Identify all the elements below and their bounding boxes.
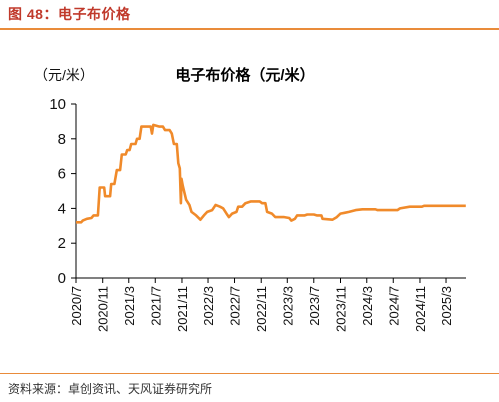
x-tick-label: 2022/11 <box>254 286 269 332</box>
x-tick-label: 2021/7 <box>148 286 163 326</box>
x-tick-label: 2024/11 <box>413 286 428 332</box>
x-tick-label: 2022/7 <box>228 286 243 326</box>
y-ticks: 0 2 4 6 8 10 <box>49 96 76 287</box>
axes <box>75 104 466 279</box>
x-tick-label: 2020/7 <box>69 286 84 326</box>
y-tick-label: 6 <box>58 166 66 183</box>
x-tick-label: 2024/7 <box>386 286 401 326</box>
footer-divider <box>0 373 499 374</box>
x-tick-label: 2022/3 <box>201 286 216 326</box>
y-tick-label: 2 <box>58 235 66 252</box>
source-note: 资料来源：卓创资讯、天风证券研究所 <box>8 382 213 396</box>
y-axis-unit-label: （元/米） <box>34 67 94 83</box>
y-tick-label: 10 <box>49 96 66 113</box>
x-tick-label: 2021/3 <box>122 286 137 326</box>
chart-title: 电子布价格（元/米） <box>175 66 314 84</box>
header-divider <box>0 28 499 30</box>
x-tick-label: 2020/11 <box>96 286 111 332</box>
x-tick-label: 2023/11 <box>333 286 348 332</box>
x-ticks: 2020/7 2020/11 2021/3 2021/7 2021/11 2022/3 20… <box>69 278 454 332</box>
x-tick-label: 2023/7 <box>307 286 322 326</box>
x-tick-label: 2021/11 <box>175 286 190 332</box>
series-line <box>76 123 466 224</box>
y-tick-label: 0 <box>58 270 66 287</box>
x-tick-label: 2023/3 <box>280 286 295 326</box>
y-tick-label: 8 <box>58 131 66 148</box>
figure-header: 图 48：电子布价格 <box>8 6 131 22</box>
x-tick-label: 2024/3 <box>360 286 375 326</box>
x-tick-label: 2025/3 <box>439 286 454 326</box>
y-tick-label: 4 <box>58 200 66 217</box>
